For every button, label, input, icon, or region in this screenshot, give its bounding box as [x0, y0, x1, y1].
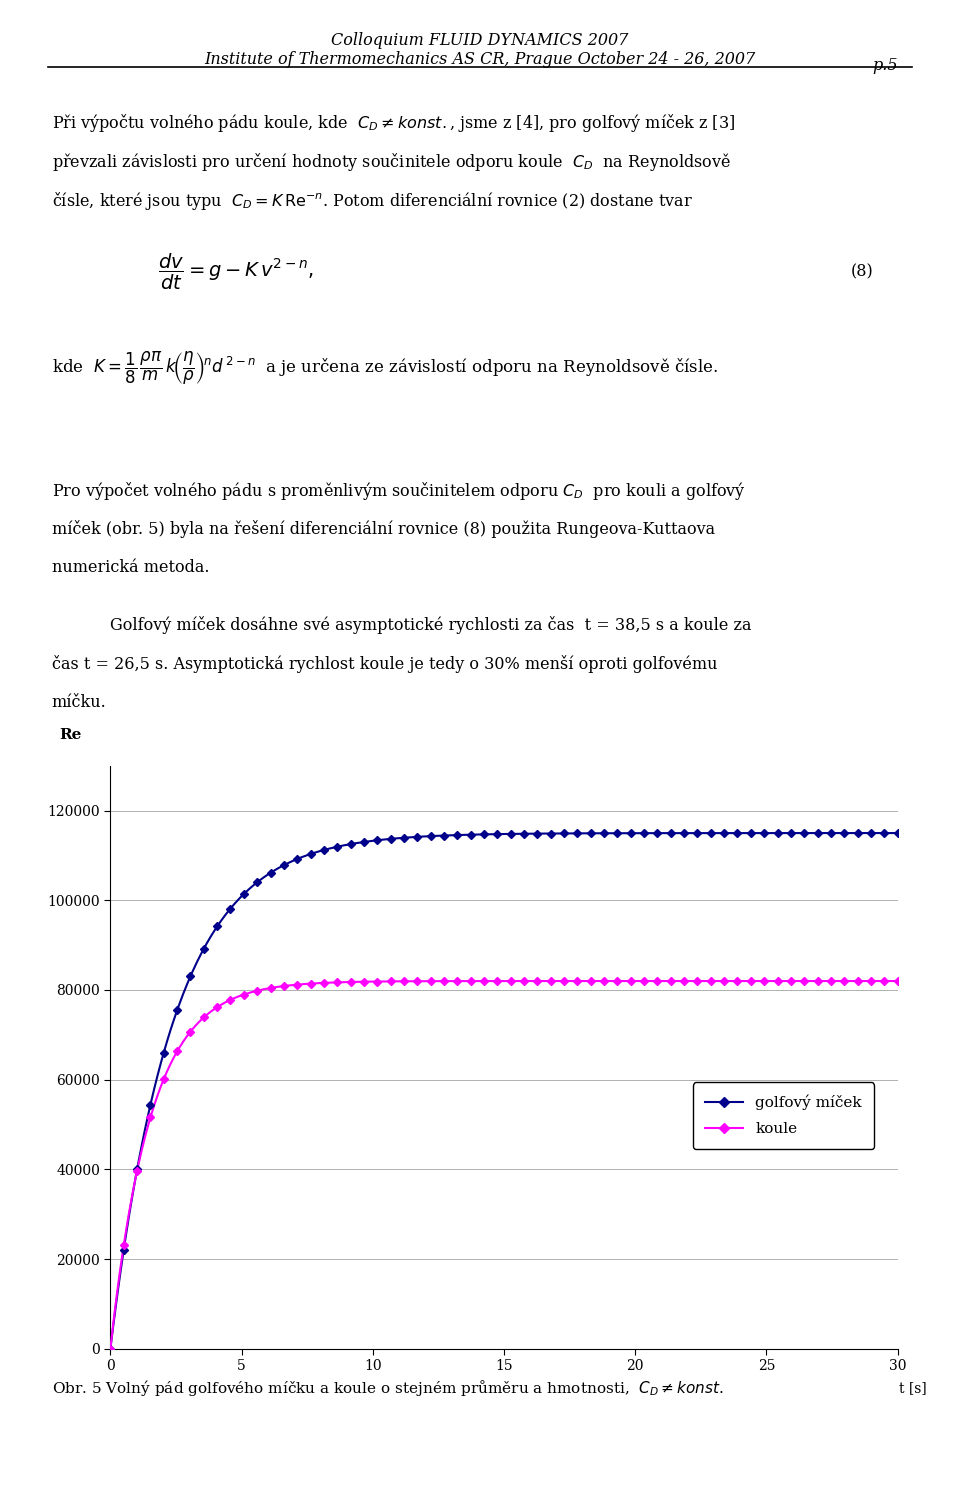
Text: kde  $K = \dfrac{1}{8}\,\dfrac{\rho\pi}{m}\,k\!\left(\dfrac{\eta}{\rho}\right)^{: kde $K = \dfrac{1}{8}\,\dfrac{\rho\pi}{m…: [52, 349, 718, 388]
Text: (8): (8): [851, 263, 874, 281]
Text: Obr. 5 Volný pád golfového míčku a koule o stejném průměru a hmotnosti,  $C_D \n: Obr. 5 Volný pád golfového míčku a koule…: [52, 1378, 724, 1398]
Text: míčku.: míčku.: [52, 694, 107, 711]
Text: p.5: p.5: [872, 57, 898, 73]
Text: Při výpočtu volného pádu koule, kde  $C_D \neq konst.$, jsme z [4], pro golfový : Při výpočtu volného pádu koule, kde $C_D…: [52, 112, 735, 134]
Text: Colloquium FLUID DYNAMICS 2007: Colloquium FLUID DYNAMICS 2007: [331, 31, 629, 49]
Text: Golfový míček dosáhne své asymptotické rychlosti za čas  t = 38,5 s a koule za: Golfový míček dosáhne své asymptotické r…: [110, 616, 752, 633]
Text: čísle, které jsou typu  $C_D = K\,\mathrm{Re}^{-n}$. Potom diferenciální rovnice: čísle, které jsou typu $C_D = K\,\mathrm…: [52, 190, 693, 213]
Text: míček (obr. 5) byla na řešení diferenciální rovnice (8) použita Rungeova-Kuttaov: míček (obr. 5) byla na řešení diferenciá…: [52, 519, 715, 538]
Text: převzali závislosti pro určení hodnoty součinitele odporu koule  $C_D$  na Reyno: převzali závislosti pro určení hodnoty s…: [52, 150, 731, 172]
Text: čas t = 26,5 s. Asymptotická rychlost koule je tedy o 30% menší oproti golfovému: čas t = 26,5 s. Asymptotická rychlost ko…: [52, 654, 717, 674]
Text: numerická metoda.: numerická metoda.: [52, 559, 209, 575]
Text: Re: Re: [60, 729, 82, 742]
Legend: golfový míček, koule: golfový míček, koule: [693, 1083, 875, 1148]
Text: t [s]: t [s]: [900, 1381, 927, 1395]
Text: Pro výpočet volného pádu s proměnlivým součinitelem odporu $C_D$  pro kouli a go: Pro výpočet volného pádu s proměnlivým s…: [52, 480, 746, 503]
Text: $\dfrac{dv}{dt} = g - K\,v^{2-n},$: $\dfrac{dv}{dt} = g - K\,v^{2-n},$: [158, 253, 314, 291]
Text: Institute of Thermomechanics AS CR, Prague October 24 - 26, 2007: Institute of Thermomechanics AS CR, Prag…: [204, 51, 756, 67]
